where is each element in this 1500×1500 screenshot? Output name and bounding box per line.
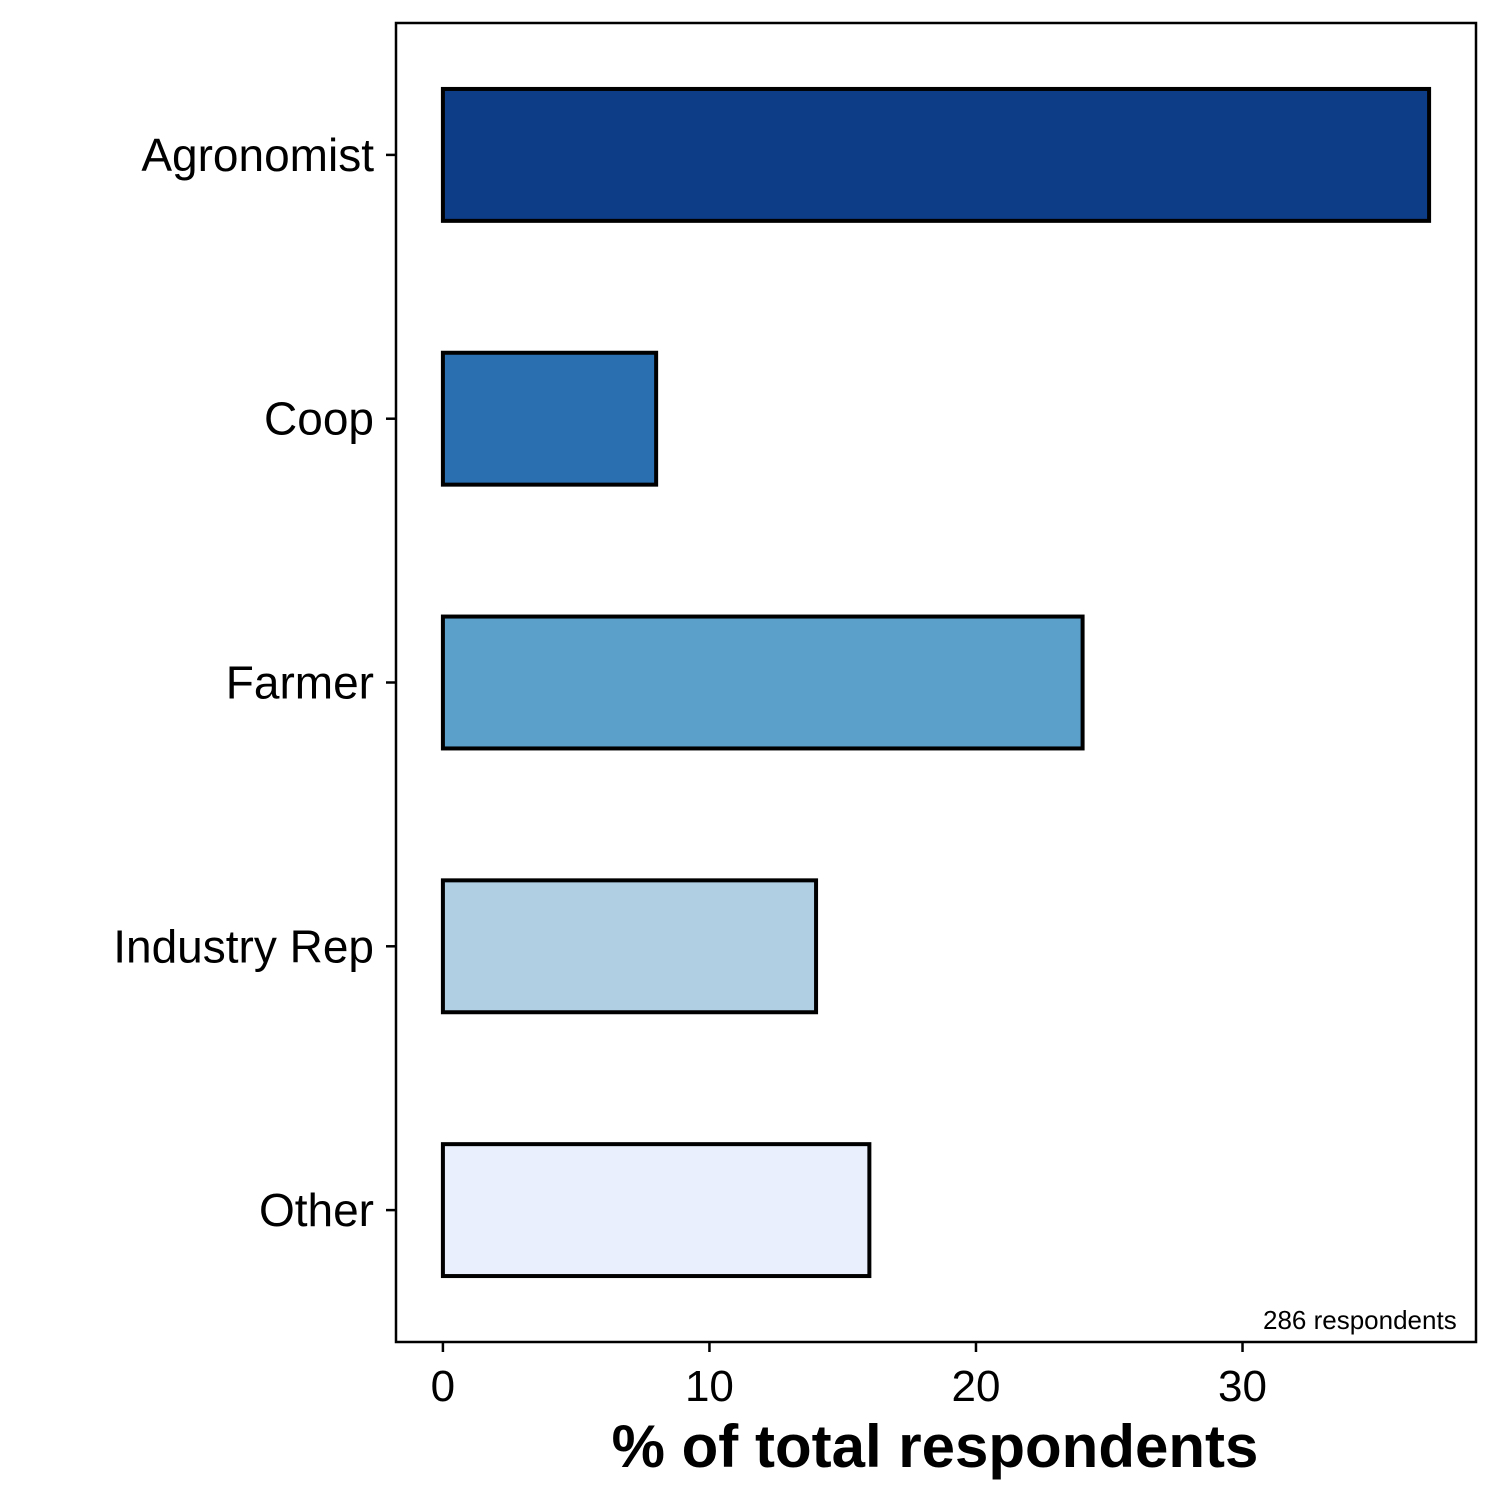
bar-coop xyxy=(440,350,659,487)
x-axis-title: % of total respondents xyxy=(612,1413,1259,1480)
bar-other xyxy=(440,1142,872,1279)
x-tick-label-30: 30 xyxy=(1218,1362,1267,1411)
y-tick-label-coop: Coop xyxy=(264,393,374,445)
y-tick-label-agronomist: Agronomist xyxy=(141,129,374,181)
bar-agronomist xyxy=(440,86,1432,223)
x-tick-label-20: 20 xyxy=(952,1362,1001,1411)
x-tick-label-0: 0 xyxy=(431,1362,455,1411)
bar-industry-rep xyxy=(440,878,819,1015)
respondent-count-annotation: 286 respondents xyxy=(1263,1305,1457,1335)
x-tick-label-10: 10 xyxy=(685,1362,734,1411)
y-tick-label-other: Other xyxy=(259,1184,374,1236)
y-tick-label-industry-rep: Industry Rep xyxy=(113,920,374,972)
y-tick-label-farmer: Farmer xyxy=(226,657,374,709)
bar-farmer xyxy=(440,614,1085,751)
